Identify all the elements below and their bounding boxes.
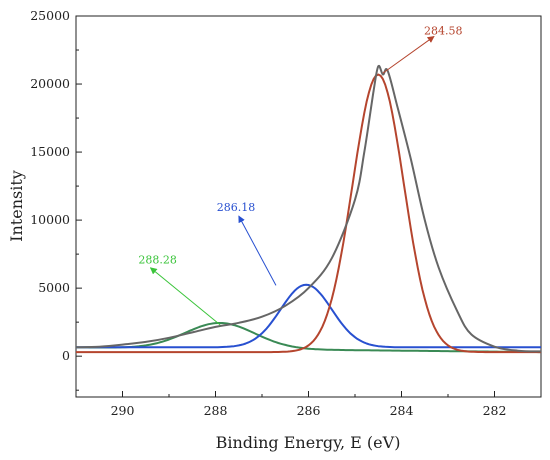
y-tick-label: 15000 — [30, 144, 70, 159]
y-tick-label: 25000 — [30, 8, 70, 23]
peak-286-curve — [76, 283, 541, 349]
x-axis-ticks: 290 288 286 284 282 — [75, 391, 542, 418]
annotations: 284.58 286.18 288.28 — [138, 24, 463, 326]
plot-frame — [75, 15, 542, 398]
annotation-286-18-arrow — [238, 215, 277, 286]
y-tick-label: 5000 — [38, 280, 70, 295]
x-tick-label: 284 — [390, 403, 414, 418]
y-tick-label: 0 — [62, 348, 70, 363]
x-tick-label: 282 — [483, 403, 507, 418]
annotation-284-58-arrow — [382, 36, 435, 74]
x-tick-label: 286 — [297, 403, 321, 418]
x-tick-label: 290 — [111, 403, 135, 418]
y-axis-ticks: 0 5000 10000 15000 20000 25000 — [30, 8, 82, 391]
series-layer — [76, 64, 541, 354]
annotation-284-58-label: 284.58 — [424, 24, 463, 37]
annotation-286-18-label: 286.18 — [217, 201, 256, 214]
y-tick-label: 20000 — [30, 76, 70, 91]
annotation-288-28-arrow — [149, 267, 221, 326]
y-axis-title: Intensity — [7, 170, 26, 242]
plot-border — [75, 15, 542, 398]
x-tick-label: 288 — [204, 403, 228, 418]
envelope-curve — [76, 64, 541, 353]
peak-284-curve — [76, 73, 541, 354]
x-axis-title: Binding Energy, E (eV) — [216, 433, 401, 452]
y-tick-label: 10000 — [30, 212, 70, 227]
annotation-288-28-label: 288.28 — [138, 254, 177, 267]
